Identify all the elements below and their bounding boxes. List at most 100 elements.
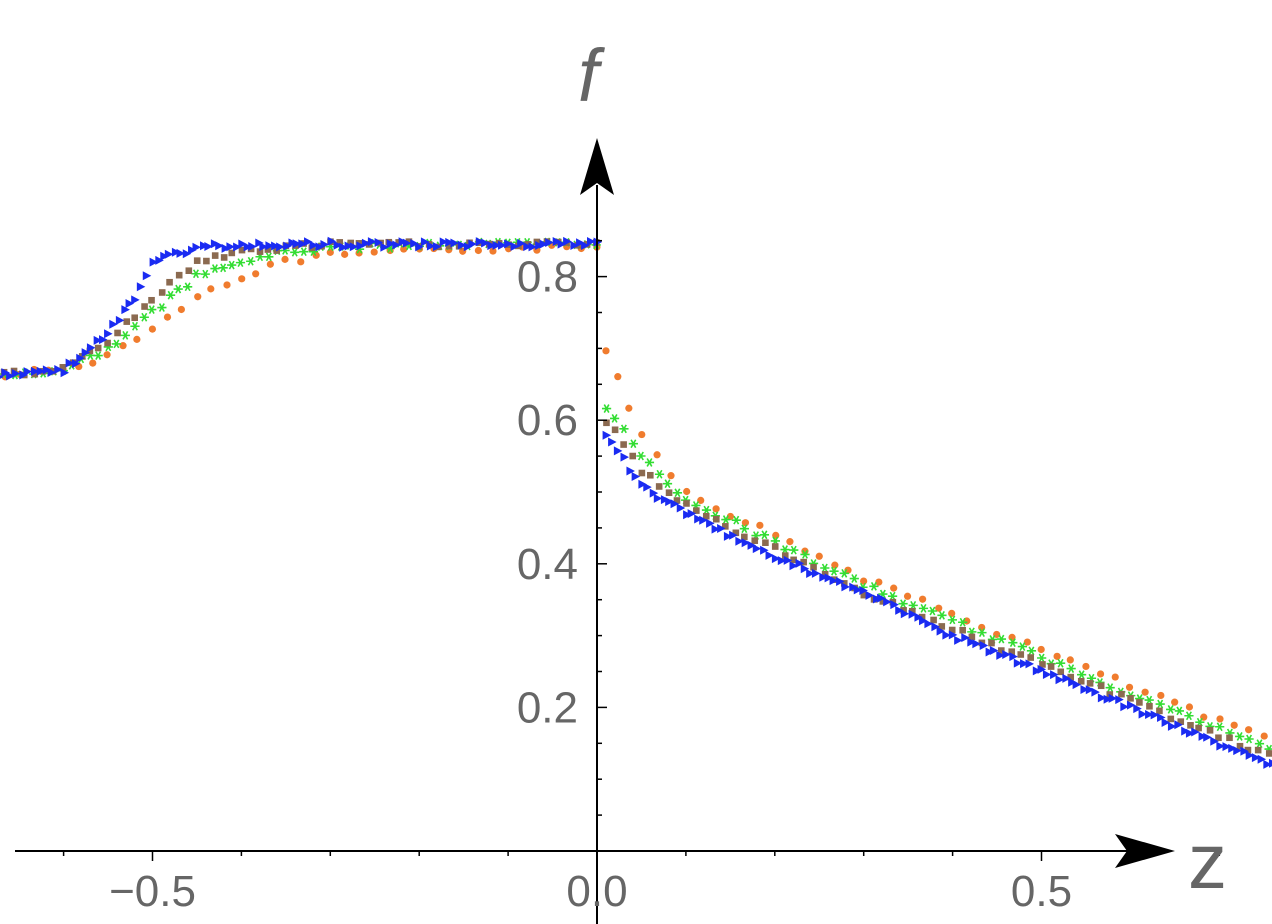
series-3-marker [380,242,389,252]
series-0-marker [341,250,349,258]
series-3-marker [81,348,91,358]
series-2-marker [771,543,779,550]
series-3-marker [333,240,343,250]
series-1-marker [1066,664,1076,673]
series-3-marker [811,568,821,578]
series-0-marker [133,335,141,343]
series-3-marker [1080,684,1089,694]
series-1-marker [246,256,256,266]
series-3-marker [581,241,590,251]
series-1-marker [672,488,683,498]
series-2-marker [655,483,663,490]
series-3-marker [426,241,436,251]
series-1-marker [1166,705,1176,714]
series-0-marker [756,521,764,529]
series-3-marker [631,472,641,482]
series-3-marker [11,369,21,379]
series-3-marker [741,538,751,548]
series-2-marker [405,238,413,245]
series-1-marker [1077,670,1087,680]
series-2-marker [141,303,148,310]
series-3-marker [985,647,995,657]
series-0-marker [1171,698,1179,706]
series-2-marker [220,254,228,261]
series-0-marker [935,604,943,612]
series-3-marker [125,299,135,309]
series-3-marker [914,612,923,622]
series-1-marker [147,305,157,314]
series-1-marker [165,290,176,300]
series-2-marker [524,241,532,248]
series-1-marker [654,469,665,479]
y-axis-arrowhead [580,138,614,195]
series-1-marker [947,615,957,625]
series-3-marker [215,241,224,251]
series-3-marker [979,641,989,651]
series-1-marker [120,330,130,340]
series-3-marker [109,319,118,329]
series-3-marker [961,633,970,643]
series-1-marker [829,566,839,576]
series-3-marker [192,242,201,252]
series-3-marker [777,556,787,566]
series-2-marker [683,500,690,507]
series-3-marker [349,242,359,252]
series-2-marker [968,633,976,641]
series-2-marker [211,252,219,259]
series-2-marker [1136,699,1143,706]
series-3-marker [386,239,396,249]
series-1-marker [601,404,612,413]
series-3-marker [1055,675,1065,685]
series-3-marker [115,315,125,325]
series-3-marker [155,255,164,265]
series-2-marker [879,598,887,605]
series-3-marker [504,239,513,249]
series-2-marker [238,246,246,254]
series-3-marker [563,236,572,246]
series-3-marker [339,242,348,252]
series-1-marker [130,321,140,331]
x-tick-label: −0.5 [109,867,196,916]
x-axis-arrowhead [1115,834,1175,868]
series-3-marker [545,237,554,247]
series-3-marker [735,536,744,546]
series-1-marker [183,282,193,292]
series-3-marker [1108,693,1118,703]
series-3-marker [164,249,174,259]
series-3-marker [1062,673,1071,683]
series-1-marker [299,247,309,257]
series-3-marker [481,238,490,248]
series-3-marker [188,245,197,255]
series-3-marker [76,353,85,363]
series-1-marker [200,269,210,279]
series-0-marker [238,275,246,283]
series-2-marker [1177,718,1185,725]
series-1-marker [849,574,859,583]
series-3-marker [160,251,169,261]
series-3-marker [259,242,268,252]
series-2-marker [1156,707,1163,715]
series-3-marker [104,329,113,339]
series-0-marker [1185,703,1194,711]
series-1-marker [173,284,183,294]
series-3-marker [1103,694,1113,704]
series-2-marker [1118,690,1125,698]
series-3-marker [487,241,496,251]
series-0-marker [918,595,927,603]
series-2-marker [1008,648,1016,655]
series-3-marker [972,639,981,649]
series-2-marker [620,441,627,448]
series-3-marker [908,609,918,619]
series-0-marker [948,609,956,617]
series-3-marker [171,247,181,257]
series-3-marker [694,514,703,524]
series-3-marker [1185,728,1195,738]
series-0-marker [831,561,839,569]
series-0-marker [281,255,289,263]
y-tick-label: 0.8 [517,253,578,302]
series-0-marker [1082,662,1090,671]
series-3-marker [877,593,886,603]
series-3-marker [420,237,430,247]
series-3-marker [954,635,963,645]
series-1-marker [839,568,849,578]
